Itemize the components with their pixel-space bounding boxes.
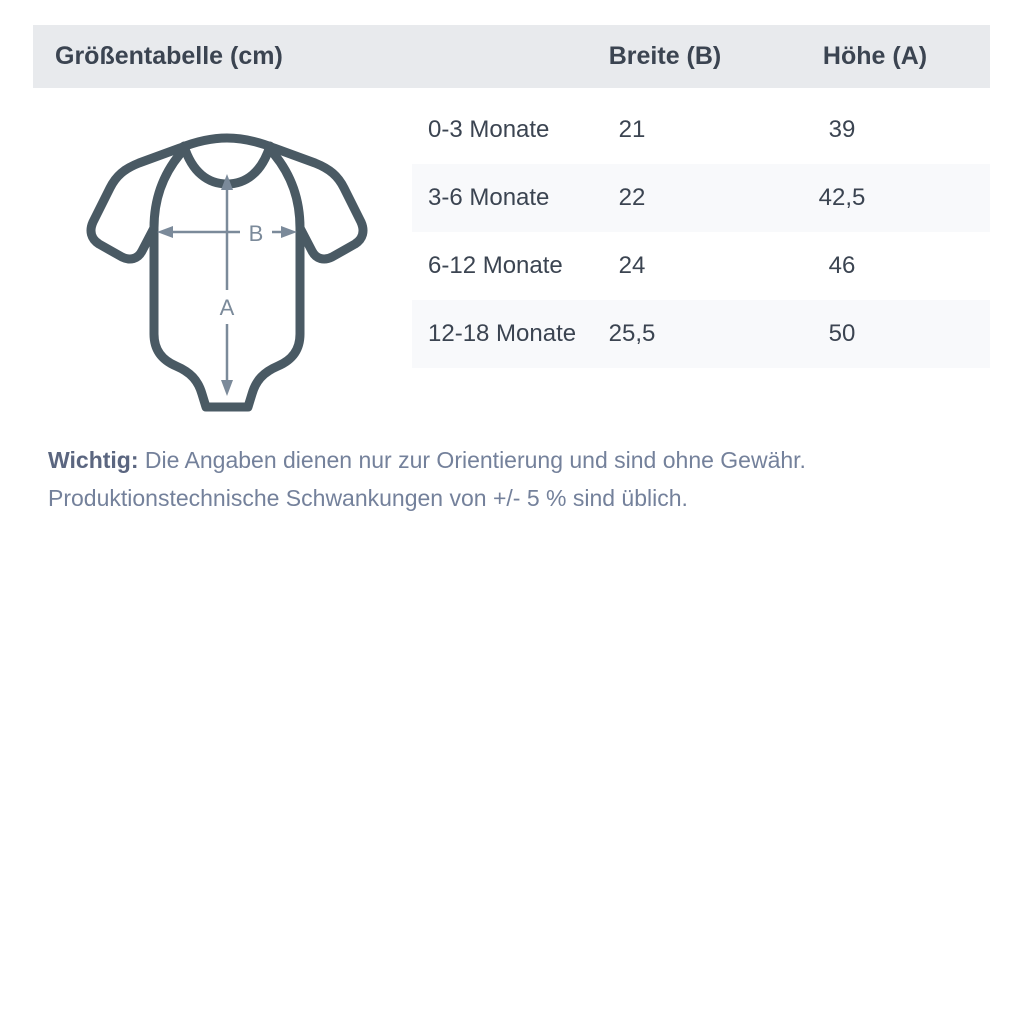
cell-size: 6-12 Monate: [428, 252, 563, 279]
column-header-height: Höhe (A): [822, 42, 928, 70]
cell-width: 21: [618, 116, 646, 143]
measurement-arrows: [157, 174, 297, 396]
size-table-body: 0-3 Monate 21 39 3-6 Monate 22 42,5 6-12…: [412, 96, 990, 368]
cell-height: 39: [828, 116, 856, 143]
cell-size: 12-18 Monate: [428, 320, 577, 347]
footnote-line-2: Produktionstechnische Schwankungen von +…: [48, 485, 688, 511]
table-row: 12-18 Monate 25,5 50: [412, 300, 990, 368]
page-title: Größentabelle (cm): [55, 42, 283, 70]
baby-bodysuit-illustration: B A: [72, 122, 382, 422]
cell-height: 46: [828, 252, 856, 279]
cell-height: 50: [828, 320, 856, 347]
table-row: 0-3 Monate 21 39: [412, 96, 990, 164]
cell-width: 24: [618, 252, 646, 279]
table-row: 3-6 Monate 22 42,5: [412, 164, 990, 232]
height-measure-arrow-a: [221, 174, 233, 396]
cell-height: 42,5: [818, 184, 866, 211]
table-row: 6-12 Monate 24 46: [412, 232, 990, 300]
footnote-emphasis: Wichtig:: [48, 447, 139, 473]
cell-size: 0-3 Monate: [428, 116, 550, 143]
footnote: Wichtig: Die Angaben dienen nur zur Orie…: [48, 441, 988, 517]
measure-label-b: B: [249, 221, 264, 246]
measure-label-a: A: [220, 295, 235, 320]
cell-size: 3-6 Monate: [428, 184, 550, 211]
cell-width: 22: [618, 184, 646, 211]
table-header: Größentabelle (cm) Breite (B) Höhe (A): [33, 25, 990, 88]
column-header-width: Breite (B): [608, 42, 722, 70]
footnote-line-1: Die Angaben dienen nur zur Orientierung …: [138, 447, 806, 473]
cell-width: 25,5: [608, 320, 656, 347]
width-measure-arrow-b: [157, 226, 297, 238]
